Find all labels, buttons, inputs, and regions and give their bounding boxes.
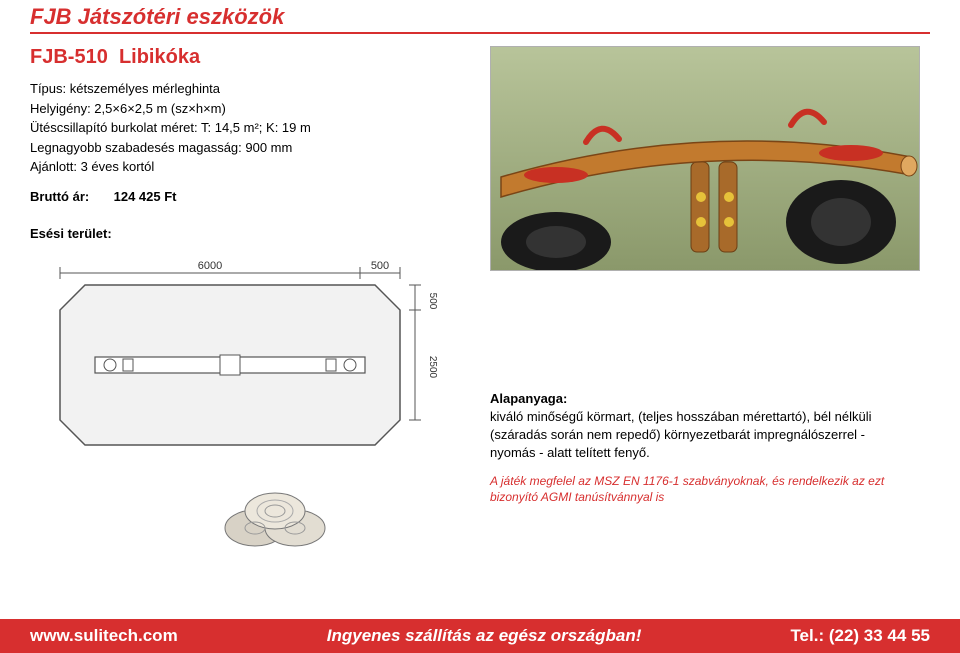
fall-area-diagram: 6000 500 500 2500 bbox=[30, 255, 450, 455]
spec-line: Ütéscsillapító burkolat méret: T: 14,5 m… bbox=[30, 118, 470, 138]
footer-phone: Tel.: (22) 33 44 55 bbox=[790, 626, 930, 646]
price-row: Bruttó ár: 124 425 Ft bbox=[30, 189, 470, 204]
product-name: Libikóka bbox=[119, 46, 200, 68]
right-column: Alapanyaga: kiváló minőségű körmart, (te… bbox=[490, 46, 930, 506]
page-title: FJB Játszótéri eszközök bbox=[30, 4, 284, 29]
diagram-svg: 6000 500 500 2500 bbox=[30, 255, 450, 455]
spec-line: Helyigény: 2,5×6×2,5 m (sz×h×m) bbox=[30, 99, 470, 119]
product-code: FJB-510 bbox=[30, 46, 108, 68]
footer-bar: www.sulitech.com Ingyenes szállítás az e… bbox=[0, 619, 960, 653]
product-heading: FJB-510 Libikóka bbox=[30, 46, 470, 69]
info-block: Alapanyaga: kiváló minőségű körmart, (te… bbox=[490, 391, 930, 506]
footer-url[interactable]: www.sulitech.com bbox=[30, 626, 178, 646]
fall-area-label: Esési terület: bbox=[30, 226, 470, 241]
cert-line: A játék megfelel az MSZ EN 1176-1 szabvá… bbox=[490, 473, 890, 507]
spec-line: Típus: kétszemélyes mérleghinta bbox=[30, 79, 470, 99]
photo-svg bbox=[491, 47, 920, 271]
info-body: kiváló minőségű körmart, (teljes hosszáb… bbox=[490, 408, 890, 463]
dim-side: 500 bbox=[371, 260, 389, 272]
dim-width: 6000 bbox=[198, 260, 222, 272]
dim-h1: 500 bbox=[427, 292, 438, 309]
price-label: Bruttó ár: bbox=[30, 189, 110, 204]
spec-line: Legnagyobb szabadesés magasság: 900 mm bbox=[30, 138, 470, 158]
left-column: FJB-510 Libikóka Típus: kétszemélyes mér… bbox=[30, 46, 470, 506]
logs-icon bbox=[220, 483, 380, 553]
price-value: 124 425 Ft bbox=[114, 189, 177, 204]
spec-line: Ajánlott: 3 éves kortól bbox=[30, 157, 470, 177]
content-area: FJB-510 Libikóka Típus: kétszemélyes mér… bbox=[0, 34, 960, 506]
info-title: Alapanyaga: bbox=[490, 391, 890, 406]
footer-shipping: Ingyenes szállítás az egész országban! bbox=[327, 626, 642, 646]
product-photo bbox=[490, 46, 920, 271]
dim-h2: 2500 bbox=[427, 355, 438, 378]
header: FJB Játszótéri eszközök bbox=[0, 0, 960, 32]
